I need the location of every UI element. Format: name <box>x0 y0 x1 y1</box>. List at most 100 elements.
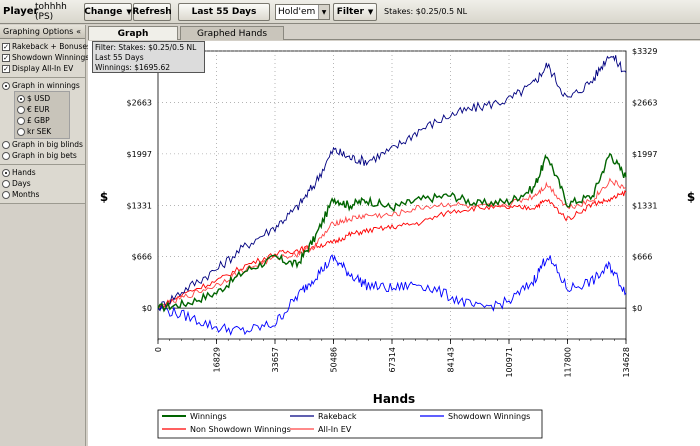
winnings-chart: $0 $666 $1331 $1997 $2663 $3329 $0 $666 $1331 $1… <box>100 47 695 439</box>
radio-label: £ GBP <box>27 116 50 125</box>
change-player-button[interactable]: Change ▼ <box>84 3 132 21</box>
radio-label: $ USD <box>27 94 51 103</box>
checkbox-check-icon: ✓ <box>2 53 10 62</box>
legend-box <box>157 409 543 439</box>
checkbox-label: Showdown Winnings <box>12 53 90 62</box>
filter-info-line: Last 55 Days <box>95 53 144 62</box>
radio-label: Graph in winnings <box>12 81 80 90</box>
y-axis-label-right: $ <box>687 190 695 204</box>
radio-icon <box>2 168 10 177</box>
sidebar-header: Graphing Options « <box>0 25 85 39</box>
radio-icon <box>17 105 25 114</box>
radio-icon <box>2 81 10 90</box>
filter-info-line: Filter: Stakes: $0.25/0.5 NL <box>95 43 197 52</box>
radio-label: Graph in big bets <box>12 151 77 160</box>
radio-label: Graph in big blinds <box>12 140 83 149</box>
checkbox-showdown[interactable]: ✓ Showdown Winnings <box>0 52 89 63</box>
checkbox-check-icon: ✓ <box>2 42 10 51</box>
player-name: tohhhh (PS) <box>35 1 67 22</box>
radio-currency-eur[interactable]: € EUR <box>15 104 69 115</box>
y-tick-label: $0 <box>142 304 152 313</box>
filter-info-box: Filter: Stakes: $0.25/0.5 NL Last 55 Day… <box>92 41 205 73</box>
tab-graph[interactable]: Graph <box>88 26 178 40</box>
y-tick-label: $1997 <box>632 150 657 159</box>
x-tick-label: 0 <box>154 347 163 352</box>
tab-graphed-hands[interactable]: Graphed Hands <box>180 26 284 40</box>
y-tick-label: $2663 <box>632 98 657 107</box>
game-type-value: Hold'em <box>278 7 316 17</box>
x-tick-label: 50486 <box>330 347 339 372</box>
x-tick-label: 67314 <box>388 347 397 372</box>
game-type-select[interactable]: Hold'em ▼ <box>275 4 330 20</box>
refresh-button[interactable]: Refresh <box>132 3 172 21</box>
chart-series <box>157 55 627 336</box>
x-ticks: 0 16829 33657 50486 67314 84143 100971 117800 13… <box>154 339 631 378</box>
series-line-showdown-winnings <box>157 254 627 336</box>
tab-label: Graphed Hands <box>196 28 268 39</box>
series-line-all-in-ev <box>157 177 627 309</box>
radio-label: Months <box>12 190 40 199</box>
radio-label: Days <box>12 179 31 188</box>
radio-icon <box>17 116 25 125</box>
x-tick-label: 134628 <box>622 347 631 378</box>
change-button-label: Change <box>84 7 123 17</box>
x-tick-label: 33657 <box>271 347 280 372</box>
stakes-text: Stakes: $0.25/0.5 NL <box>384 7 468 16</box>
radio-icon <box>2 179 10 188</box>
refresh-button-label: Refresh <box>132 7 172 17</box>
date-range-label: Last 55 Days <box>191 7 257 17</box>
radio-icon <box>17 127 25 136</box>
legend-item-label: Showdown Winnings <box>448 412 530 421</box>
x-axis-mode-group: Hands Days Months <box>0 165 85 204</box>
y-tick-label: $0 <box>632 304 642 313</box>
legend-item-label: Winnings <box>190 412 227 421</box>
y-tick-label: $666 <box>632 253 652 262</box>
collapse-icon[interactable]: « <box>76 27 81 36</box>
y-tick-label: $1331 <box>127 201 152 210</box>
checkbox-label: Rakeback + Bonuses <box>12 42 91 51</box>
y-tick-label: $1331 <box>632 201 657 210</box>
radio-x-days[interactable]: Days <box>0 178 85 189</box>
tab-label: Graph <box>117 28 149 39</box>
series-line-winnings <box>157 152 627 313</box>
radio-currency-sek[interactable]: kr SEK <box>15 126 69 137</box>
radio-currency-usd[interactable]: $ USD <box>15 93 69 104</box>
radio-graph-in-big-bets[interactable]: Graph in big bets <box>0 150 85 161</box>
graph-panel: $0 $666 $1331 $1997 $2663 $3329 $0 $666 $1331 $1… <box>88 41 700 446</box>
graphing-options-sidebar: Graphing Options « ✓ Rakeback + Bonuses … <box>0 25 91 446</box>
chart-grid <box>157 50 627 340</box>
radio-graph-in-winnings[interactable]: Graph in winnings <box>0 80 85 91</box>
checkbox-rakeback[interactable]: ✓ Rakeback + Bonuses <box>0 41 91 52</box>
y-tick-label: $666 <box>132 253 152 262</box>
y-tick-label: $2663 <box>127 98 152 107</box>
chevron-down-icon: ▼ <box>126 8 132 16</box>
radio-icon <box>2 140 10 149</box>
view-tabs: Graph Graphed Hands <box>88 25 700 40</box>
radio-x-hands[interactable]: Hands <box>0 167 85 178</box>
player-label: Player <box>3 6 39 17</box>
sidebar-header-title: Graphing Options <box>3 27 74 36</box>
chevron-down-icon: ▼ <box>318 5 329 19</box>
radio-currency-gbp[interactable]: £ GBP <box>15 115 69 126</box>
radio-icon <box>17 94 25 103</box>
radio-icon <box>2 151 10 160</box>
chevron-down-icon: ▼ <box>367 8 374 16</box>
filter-info-line: Winnings: $1695.62 <box>95 63 171 72</box>
legend-item-label: Rakeback <box>318 412 357 421</box>
checkbox-label: Display All-In EV <box>12 64 74 73</box>
x-tick-label: 84143 <box>447 347 456 372</box>
chart-legend: Winnings Rakeback Showdown Winnings Non Sho… <box>157 409 543 439</box>
filter-button[interactable]: Filter ▼ <box>333 3 377 21</box>
checkbox-check-icon: ✓ <box>2 64 10 73</box>
y-ticks-right: $0 $666 $1331 $1997 $2663 $3329 <box>632 47 657 313</box>
legend-item-label: All-In EV <box>318 425 352 434</box>
date-range-button[interactable]: Last 55 Days <box>178 3 270 21</box>
radio-graph-in-big-blinds[interactable]: Graph in big blinds <box>0 139 85 150</box>
units-group: Graph in winnings $ USD € EUR £ GBP kr S… <box>0 78 85 165</box>
filter-button-label: Filter <box>336 7 364 17</box>
checkbox-allin-ev[interactable]: ✓ Display All-In EV <box>0 63 85 74</box>
top-toolbar: Player tohhhh (PS) Change ▼ Refresh Last… <box>0 0 700 24</box>
x-axis-label: Hands <box>373 392 415 406</box>
radio-x-months[interactable]: Months <box>0 189 85 200</box>
overlay-options-group: ✓ Rakeback + Bonuses ✓ Showdown Winnings… <box>0 39 91 78</box>
